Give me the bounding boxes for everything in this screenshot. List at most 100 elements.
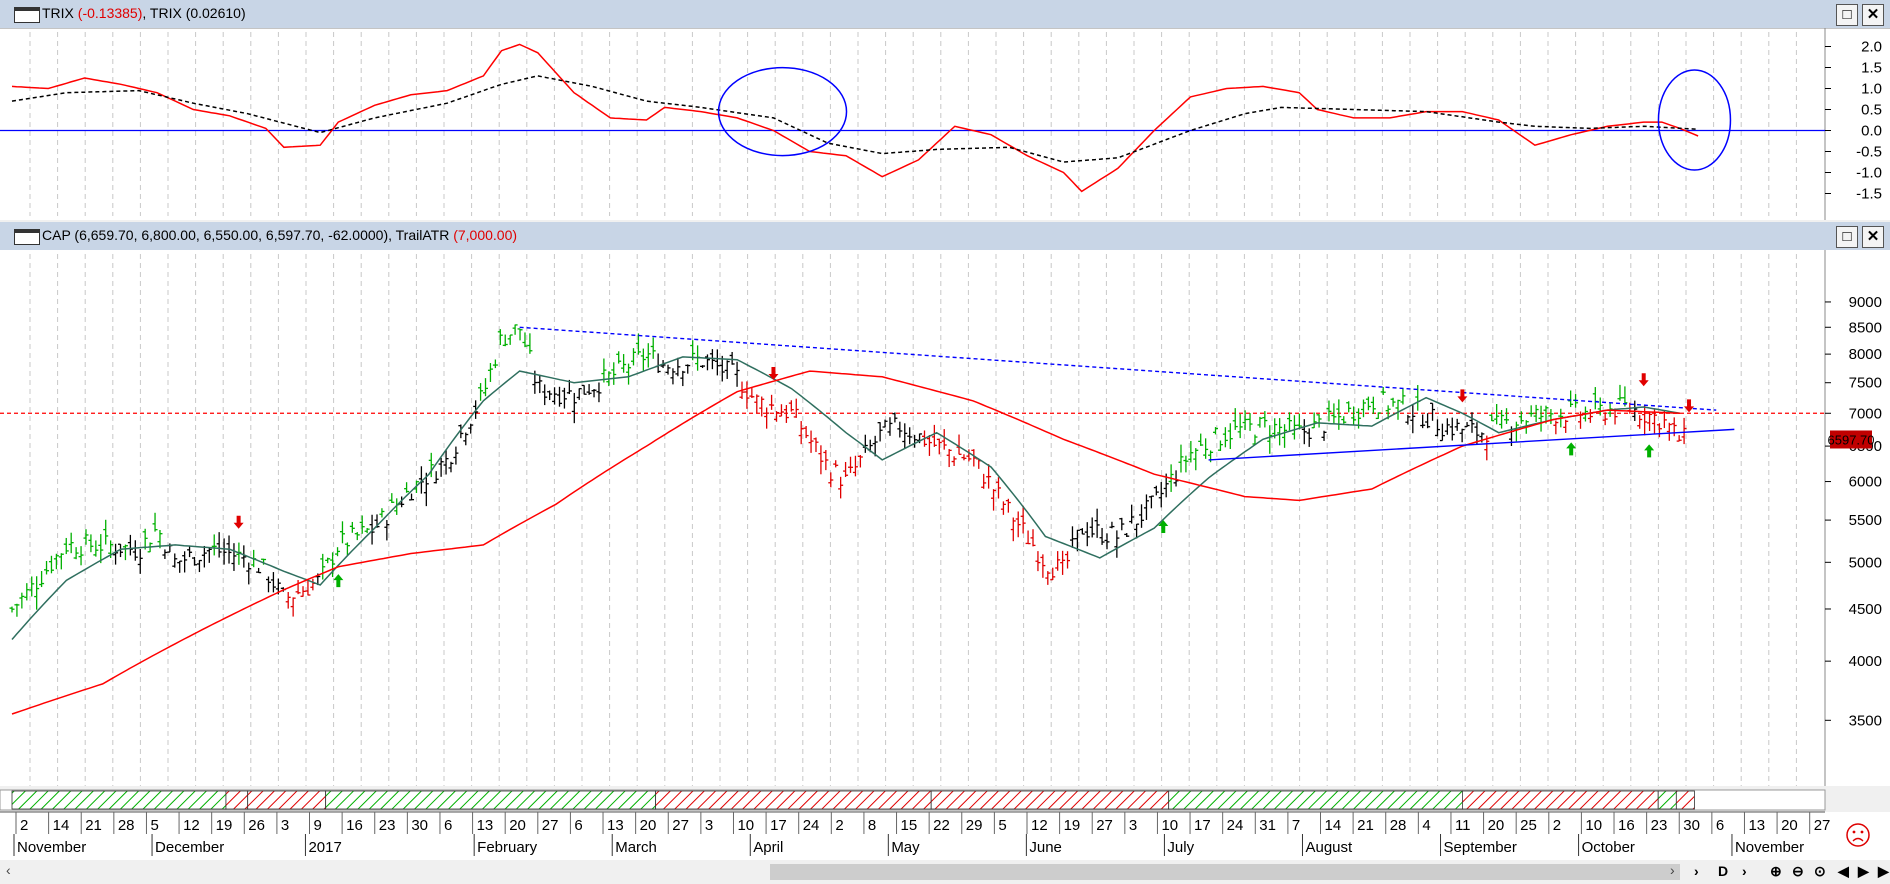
day-label: 14 <box>53 817 70 834</box>
horizontal-scrollbar[interactable]: ‹ › <box>0 860 1890 884</box>
regime-band-bear <box>1675 790 1695 810</box>
price-plot-area <box>0 250 1825 786</box>
trix-title-value1: (-0.13385) <box>77 5 143 21</box>
trix-y-tick-label: 0.5 <box>1861 102 1882 119</box>
close-button[interactable]: ✕ <box>1862 4 1884 26</box>
trix-title-prefix: TRIX <box>42 5 74 21</box>
day-label: 30 <box>411 817 428 834</box>
regime-band-bull <box>11 790 227 810</box>
trix-title-value2: (0.02610) <box>185 5 246 21</box>
price-title-trail: (7,000.00) <box>453 227 518 243</box>
day-label: 2 <box>1553 817 1561 834</box>
maximize-button[interactable]: □ <box>1836 226 1858 248</box>
day-label: 13 <box>477 817 494 834</box>
day-label: 6 <box>444 817 452 834</box>
day-label: 20 <box>1488 817 1505 834</box>
scroll-back-icon[interactable]: ◀ <box>1838 863 1849 879</box>
trix-pane-titlebar: TRIX (-0.13385), TRIX (0.02610) □ ✕ <box>0 0 1890 29</box>
trix-y-tick-label: 1.0 <box>1861 81 1882 98</box>
price-axis-area <box>1825 250 1890 786</box>
nav-end-icon[interactable]: › <box>1694 863 1699 879</box>
day-label: 3 <box>705 817 713 834</box>
day-label: 14 <box>1325 817 1342 834</box>
trix-highlight-ellipse <box>717 66 848 157</box>
day-label: 12 <box>183 817 200 834</box>
day-label: 8 <box>868 817 876 834</box>
trix-y-tick-label: -1.0 <box>1856 165 1882 182</box>
maximize-button[interactable]: □ <box>1836 4 1858 26</box>
day-label: 22 <box>933 817 950 834</box>
day-label: 27 <box>542 817 559 834</box>
trix-y-tick-label: 0.0 <box>1861 123 1882 140</box>
trix-chart: 2.0 1.5 1.0 0.5 0.0 -0.5 -1.0 -1.5 <box>0 28 1890 220</box>
price-y-tick-label: 8000 <box>1849 346 1882 363</box>
month-label: June <box>1029 839 1062 856</box>
day-label: 2 <box>835 817 843 834</box>
day-label: 20 <box>509 817 526 834</box>
scroll-end-icon[interactable]: ▶ <box>1878 863 1889 879</box>
scroll-right-icon[interactable]: › <box>1670 862 1675 878</box>
day-label: 6 <box>1716 817 1724 834</box>
sell-signal-arrow <box>1638 373 1649 387</box>
day-label: 4 <box>1422 817 1430 834</box>
status-face-icon <box>1846 823 1870 847</box>
trix-y-tick-label: 1.5 <box>1861 60 1882 77</box>
month-label: May <box>891 839 920 856</box>
scroll-left-icon[interactable]: ‹ <box>6 862 11 878</box>
month-label: November <box>17 839 86 856</box>
price-y-tick-label: 6000 <box>1849 474 1882 491</box>
day-label: 24 <box>803 817 820 834</box>
price-y-tick-label: 5500 <box>1849 512 1882 529</box>
buy-signal-arrow <box>1644 444 1655 458</box>
fast-moving-average-line <box>11 356 1681 640</box>
month-label: July <box>1167 839 1194 856</box>
price-chart: 9000850080007500700065006000550050004500… <box>0 250 1890 860</box>
price-pane-title: CAP (6,659.70, 6,800.00, 6,550.00, 6,597… <box>42 227 517 243</box>
day-label: 17 <box>770 817 787 834</box>
month-label: November <box>1735 839 1804 856</box>
day-label: 17 <box>1194 817 1211 834</box>
buy-signal-arrow <box>333 574 344 588</box>
month-label: December <box>155 839 224 856</box>
regime-band-bear <box>655 790 932 810</box>
day-label: 12 <box>1031 817 1048 834</box>
day-label: 29 <box>966 817 983 834</box>
day-label: 21 <box>1357 817 1374 834</box>
price-pane-titlebar: CAP (6,659.70, 6,800.00, 6,550.00, 6,597… <box>0 222 1890 251</box>
nav-next-icon[interactable]: › <box>1742 863 1747 879</box>
trix-axis-area <box>1825 28 1890 220</box>
day-label: 27 <box>1096 817 1113 834</box>
zoom-out-icon[interactable]: ⊖ <box>1792 863 1804 879</box>
sell-signal-arrow <box>1457 389 1468 403</box>
zoom-reset-icon[interactable]: ⊙ <box>1814 863 1826 879</box>
day-label: 23 <box>1651 817 1668 834</box>
day-label: 2 <box>20 817 28 834</box>
regime-band-bull <box>1168 790 1463 810</box>
day-label: 20 <box>1781 817 1798 834</box>
price-title-main: CAP (6,659.70, 6,800.00, 6,550.00, 6,597… <box>42 227 454 243</box>
status-face-eye <box>1852 830 1856 834</box>
zoom-in-icon[interactable]: ⊕ <box>1770 863 1782 879</box>
period-daily-button[interactable]: D <box>1718 863 1729 879</box>
scroll-forward-icon[interactable]: ▶ <box>1858 863 1869 879</box>
regime-band-bear <box>930 790 1170 810</box>
day-label: 11 <box>1455 817 1471 834</box>
month-label: September <box>1444 839 1517 856</box>
date-axis <box>0 812 1890 860</box>
price-y-tick-label: 7000 <box>1849 405 1882 422</box>
price-y-tick-label: 3500 <box>1849 712 1882 729</box>
trix-line <box>11 43 1699 193</box>
close-button[interactable]: ✕ <box>1862 226 1884 248</box>
day-label: 21 <box>85 817 102 834</box>
day-label: 31 <box>1259 817 1276 834</box>
trix-highlight-ellipse <box>1657 69 1732 171</box>
last-price-box <box>1830 430 1872 449</box>
price-y-tick-label: 7500 <box>1849 375 1882 392</box>
price-y-tick-label: 9000 <box>1849 294 1882 311</box>
price-y-tick-label: 4500 <box>1849 601 1882 618</box>
scrollbar-thumb[interactable] <box>770 864 1680 880</box>
day-label: 26 <box>248 817 265 834</box>
day-label: 16 <box>1618 817 1635 834</box>
month-label: October <box>1582 839 1635 856</box>
regime-band-bull <box>325 790 657 810</box>
